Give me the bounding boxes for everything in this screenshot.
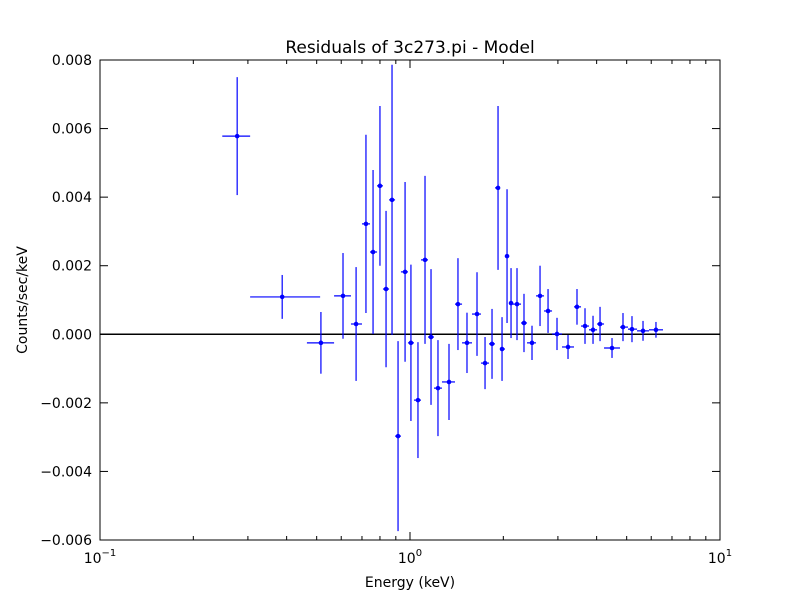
data-point <box>565 344 571 350</box>
data-point <box>489 341 495 347</box>
x-tick-label: 101 <box>708 548 732 567</box>
y-axis-label: Counts/sec/keV <box>15 246 31 354</box>
data-point <box>428 334 434 340</box>
y-tick-label: −0.002 <box>40 396 92 412</box>
data-point <box>377 183 383 189</box>
data-point <box>415 397 421 403</box>
y-tick-label: 0.006 <box>52 122 92 138</box>
y-tick-label: 0.004 <box>52 190 92 206</box>
data-point <box>389 197 395 203</box>
plot-frame <box>99 59 721 541</box>
data-point <box>508 300 514 306</box>
data-point <box>474 311 480 317</box>
data-point <box>529 340 535 346</box>
data-point <box>597 321 603 327</box>
x-tick-exponent: −1 <box>102 548 117 559</box>
data-point <box>609 345 615 351</box>
data-point <box>499 346 505 352</box>
data-point <box>554 331 560 337</box>
data-point <box>653 327 659 333</box>
data-point <box>620 324 626 330</box>
data-point <box>590 327 596 333</box>
data-point <box>234 133 240 139</box>
x-tick-base: 10 <box>84 551 102 567</box>
data-point <box>574 304 580 310</box>
data-point <box>482 360 488 366</box>
data-point <box>363 221 369 227</box>
data-point <box>464 340 470 346</box>
data-point <box>435 385 441 391</box>
data-point <box>370 249 376 255</box>
data-point <box>408 340 414 346</box>
data-point <box>383 286 389 292</box>
data-point <box>514 301 520 307</box>
data-point <box>629 326 635 332</box>
data-point <box>395 433 401 439</box>
x-tick-label: 100 <box>398 548 422 567</box>
data-point <box>640 328 646 334</box>
y-tick-label: 0.000 <box>52 327 92 343</box>
data-point <box>455 301 461 307</box>
y-tick-label: 0.008 <box>52 53 92 69</box>
x-tick-exponent: 1 <box>726 548 732 559</box>
data-point <box>521 320 527 326</box>
x-axis-label: Energy (keV) <box>365 575 455 591</box>
data-point <box>446 379 452 385</box>
data-point <box>582 323 588 329</box>
x-tick-exponent: 0 <box>416 548 422 559</box>
x-tick-base: 10 <box>708 551 726 567</box>
x-tick-label: 10−1 <box>84 548 117 567</box>
data-point <box>353 321 359 327</box>
data-point <box>422 257 428 263</box>
data-point <box>545 308 551 314</box>
y-tick-label: −0.006 <box>40 533 92 549</box>
data-point <box>402 269 408 275</box>
data-point <box>495 185 501 191</box>
x-tick-base: 10 <box>398 551 416 567</box>
chart-title: Residuals of 3c273.pi - Model <box>285 38 534 58</box>
data-point <box>537 293 543 299</box>
data-point <box>504 253 510 259</box>
y-tick-label: 0.002 <box>52 259 92 275</box>
data-point <box>340 293 346 299</box>
data-point <box>279 294 285 300</box>
y-tick-label: −0.004 <box>40 464 92 480</box>
data-point <box>318 340 324 346</box>
